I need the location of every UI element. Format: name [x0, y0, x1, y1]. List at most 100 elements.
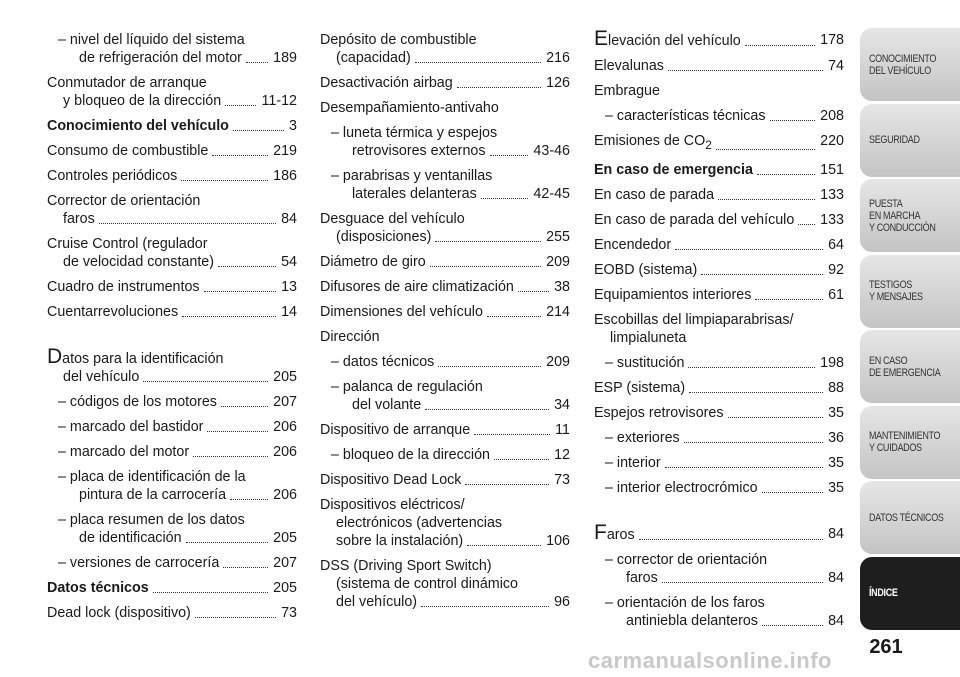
- entry-label: Espejos retrovisores: [594, 404, 724, 421]
- page-ref: 43-46: [533, 143, 570, 159]
- entry-text: ESP (sistema): [594, 379, 685, 397]
- entry-text: Cuentarrevoluciones: [47, 303, 178, 321]
- leader: [667, 57, 824, 71]
- entry-text: (capacidad): [336, 49, 411, 67]
- entry-line: de refrigeración del motor 189: [47, 49, 297, 67]
- entry-text: electrónicos (advertencias: [336, 514, 502, 532]
- page-ref: 255: [546, 229, 570, 245]
- entry-line: – parabrisas y ventanillas: [320, 167, 570, 185]
- page-ref: 205: [273, 530, 297, 546]
- entry-label: En caso de parada del vehículo: [594, 211, 795, 228]
- entry-label: Elevalunas: [594, 58, 664, 74]
- entry-label: – marcado del motor: [58, 444, 190, 460]
- entry-label: DSS (Driving Sport Switch): [320, 558, 492, 574]
- entry-line: – placa de identificación de la: [47, 468, 297, 486]
- tab-label: CONOCIMIENTO: [869, 52, 937, 65]
- page-ref: 209: [546, 254, 570, 270]
- index-column: Elevación del vehículo 178 Elevalunas 74 Emb…: [594, 28, 844, 637]
- entry-label: (disposiciones): [336, 229, 432, 245]
- entry-text: faros: [626, 569, 658, 587]
- entry-line: Dispositivos eléctricos/: [320, 496, 570, 514]
- index-entry: Datos técnicos 205: [47, 579, 297, 597]
- entry-line: Dispositivo Dead Lock 73: [320, 471, 570, 489]
- entry-line: DSS (Driving Sport Switch): [320, 557, 570, 575]
- entry-label: – características técnicas: [605, 108, 766, 124]
- index-group: Depósito de combustible (capacidad) 216 Des…: [320, 31, 570, 611]
- section-tab[interactable]: SEGURIDAD: [860, 103, 960, 177]
- entry-line: Depósito de combustible: [320, 31, 570, 49]
- entry-text: Faros: [594, 522, 635, 544]
- index-entry: – luneta térmica y espejos retrovisores e…: [320, 124, 570, 160]
- entry-text: retrovisores externos: [352, 142, 486, 160]
- section-tab[interactable]: DATOS TÉCNICOS: [860, 481, 960, 554]
- index-entry: Cuentarrevoluciones 14: [47, 303, 297, 321]
- page-ref: 84: [828, 569, 844, 586]
- page-ref: 34: [554, 397, 570, 413]
- entry-text: y bloqueo de la dirección: [63, 92, 221, 110]
- index-entry: Datos para la identificación del vehículo…: [47, 346, 297, 386]
- entry-label: – orientación de los faros: [605, 594, 765, 611]
- leader: [218, 253, 277, 267]
- section-tab[interactable]: MANTENIMIENTO Y CUIDADOS: [860, 405, 960, 479]
- entry-label: – códigos de los motores: [58, 394, 217, 410]
- leader: [761, 479, 824, 493]
- index-entry: DSS (Driving Sport Switch) (sistema de co…: [320, 557, 570, 611]
- index-entry: Dead lock (dispositivo) 73: [47, 604, 297, 622]
- page-ref: 12: [554, 447, 570, 463]
- index-entry: Espejos retrovisores 35: [594, 404, 844, 422]
- entry-line: laterales delanteras 42-45: [320, 185, 570, 203]
- entry-label: – datos técnicos: [331, 354, 435, 370]
- entry-text: – placa de identificación de la: [58, 468, 246, 486]
- entry-line: Embrague: [594, 82, 844, 100]
- section-tab[interactable]: CONOCIMIENTO DEL VEHÍCULO: [860, 28, 960, 101]
- index-entry: Equipamientos interiores 61: [594, 286, 844, 304]
- entry-label: pintura de la carrocería: [79, 487, 227, 503]
- entry-text: – sustitución: [605, 354, 684, 372]
- entry-text: de velocidad constante): [63, 253, 214, 271]
- entry-label: (capacidad): [336, 50, 411, 66]
- entry-text: – bloqueo de la dirección: [331, 446, 490, 464]
- entry-text: antiniebla delanteros: [626, 612, 758, 630]
- index-entry: Dispositivos eléctricos/electrónicos (ad…: [320, 496, 570, 550]
- index-entry: – datos técnicos 209: [320, 353, 570, 371]
- entry-text: laterales delanteras: [352, 185, 477, 203]
- entry-text: – interior: [605, 454, 661, 472]
- leader: [245, 49, 269, 63]
- page-ref: 11: [555, 422, 570, 438]
- entry-text: del vehículo: [63, 368, 139, 386]
- page-ref: 206: [273, 419, 297, 435]
- entry-line: – características técnicas 208: [594, 107, 844, 125]
- leader: [185, 529, 269, 543]
- index-entry: Conocimiento del vehículo 3: [47, 117, 297, 135]
- entry-line: – corrector de orientación: [594, 551, 844, 569]
- index-column: – nivel del líquido del sistema de refrig…: [47, 31, 297, 629]
- leader: [683, 429, 824, 443]
- section-tab[interactable]: ÍNDICE: [860, 556, 960, 630]
- leader: [474, 421, 551, 435]
- entry-text: – marcado del bastidor: [58, 418, 203, 436]
- leader: [194, 604, 277, 618]
- entry-text: sobre la instalación): [336, 532, 463, 550]
- tab-label: TESTIGOS: [869, 279, 912, 291]
- entry-label: de refrigeración del motor: [79, 50, 242, 66]
- entry-line: Dimensiones del vehículo 214: [320, 303, 570, 321]
- entry-text: – parabrisas y ventanillas: [331, 167, 492, 185]
- section-tab[interactable]: TESTIGOS Y MENSAJES: [860, 254, 960, 328]
- entry-text: del vehículo): [336, 593, 417, 611]
- page-ref: 205: [273, 369, 297, 385]
- index-entry: – placa resumen de los datos de identific…: [47, 511, 297, 547]
- leader: [727, 404, 824, 418]
- entry-text: Espejos retrovisores: [594, 404, 724, 422]
- leader: [212, 142, 269, 156]
- page-ref: 186: [273, 168, 297, 184]
- index-entry: – parabrisas y ventanillas laterales dela…: [320, 167, 570, 203]
- page-ref: 133: [820, 211, 844, 228]
- index-entry: – interior electrocrómico 35: [594, 479, 844, 497]
- entry-line: pintura de la carrocería 206: [47, 486, 297, 504]
- section-tab[interactable]: EN CASO DE EMERGENCIA: [860, 330, 960, 403]
- entry-label: – corrector de orientación: [605, 551, 768, 568]
- entry-label: del vehículo: [63, 369, 140, 385]
- entry-text: Cuadro de instrumentos: [47, 278, 200, 296]
- section-tab[interactable]: PUESTA EN MARCHA Y CONDUCCIÓN: [860, 179, 960, 252]
- page-ref: 206: [273, 487, 297, 503]
